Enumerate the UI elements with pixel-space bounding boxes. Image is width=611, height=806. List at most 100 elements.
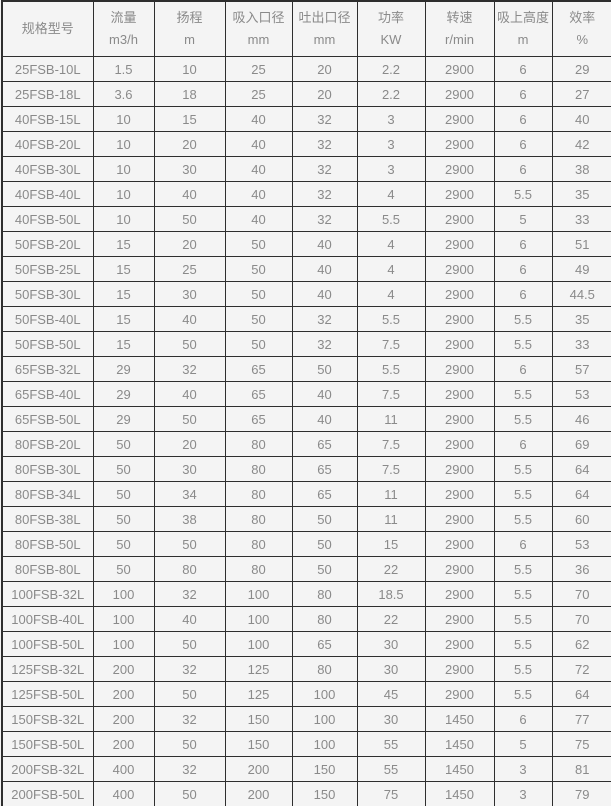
table-cell: 42 — [551, 131, 611, 157]
table-row: 150FSB-32L 200 32 150 100 30 1450 6 77 — [1, 706, 611, 732]
column-header: 吸入口径 mm — [224, 0, 293, 57]
table-cell: 69 — [551, 431, 611, 457]
table-row: 25FSB-18L 3.6 18 25 20 2.2 2900 6 27 — [1, 81, 611, 107]
table-row: 65FSB-32L 29 32 65 50 5.5 2900 6 57 — [1, 356, 611, 382]
column-header: 扬程 m — [153, 0, 226, 57]
model-cell: 40FSB-40L — [1, 181, 94, 207]
column-unit: % — [576, 32, 589, 47]
table-cell: 29 — [92, 356, 155, 382]
table-cell: 35 — [551, 181, 611, 207]
table-cell: 50 — [224, 306, 293, 332]
table-cell: 200 — [224, 756, 293, 782]
column-label: 吸上高度 — [496, 10, 549, 25]
table-cell: 70 — [551, 581, 611, 607]
model-cell: 100FSB-32L — [1, 581, 94, 607]
table-cell: 40 — [224, 156, 293, 182]
table-cell: 40 — [291, 256, 358, 282]
table-cell: 2900 — [424, 481, 495, 507]
table-cell: 5.5 — [493, 406, 553, 432]
table-cell: 62 — [551, 631, 611, 657]
table-cell: 10 — [92, 131, 155, 157]
header-row: 规格型号 流量 m3/h 扬程 m 吸入口径 mm 吐出口径 mm 功率 KW 转速 r/min 吸上高度… — [1, 0, 611, 57]
table-row: 50FSB-25L 15 25 50 40 4 2900 6 49 — [1, 256, 611, 282]
table-cell: 4 — [356, 231, 426, 257]
table-cell: 15 — [92, 281, 155, 307]
table-row: 40FSB-20L 10 20 40 32 3 2900 6 42 — [1, 131, 611, 157]
table-row: 80FSB-80L 50 80 80 50 22 2900 5.5 36 — [1, 556, 611, 582]
table-cell: 5.5 — [493, 556, 553, 582]
table-row: 40FSB-15L 10 15 40 32 3 2900 6 40 — [1, 106, 611, 132]
table-cell: 2900 — [424, 381, 495, 407]
table-cell: 10 — [92, 156, 155, 182]
table-cell: 3 — [493, 756, 553, 782]
table-row: 40FSB-30L 10 30 40 32 3 2900 6 38 — [1, 156, 611, 182]
table-cell: 6 — [493, 106, 553, 132]
column-unit: mm — [313, 32, 336, 47]
table-cell: 15 — [92, 256, 155, 282]
table-cell: 75 — [551, 731, 611, 757]
table-cell: 3 — [493, 781, 553, 806]
table-cell: 6 — [493, 706, 553, 732]
table-cell: 53 — [551, 531, 611, 557]
table-cell: 80 — [224, 556, 293, 582]
table-cell: 40 — [291, 406, 358, 432]
table-cell: 400 — [92, 781, 155, 806]
table-cell: 100 — [224, 631, 293, 657]
table-cell: 55 — [356, 731, 426, 757]
table-cell: 100 — [224, 606, 293, 632]
table-cell: 2900 — [424, 356, 495, 382]
column-label: 吐出口径 — [298, 10, 351, 25]
table-cell: 3 — [356, 106, 426, 132]
table-cell: 55 — [356, 756, 426, 782]
table-cell: 32 — [291, 206, 358, 232]
table-row: 50FSB-40L 15 40 50 32 5.5 2900 5.5 35 — [1, 306, 611, 332]
table-cell: 30 — [356, 631, 426, 657]
table-cell: 36 — [551, 556, 611, 582]
table-cell: 20 — [153, 431, 226, 457]
table-cell: 33 — [551, 331, 611, 357]
table-cell: 125 — [224, 681, 293, 707]
table-cell: 25 — [224, 81, 293, 107]
table-cell: 50 — [153, 731, 226, 757]
table-row: 65FSB-50L 29 50 65 40 11 2900 5.5 46 — [1, 406, 611, 432]
model-cell: 50FSB-50L — [1, 331, 94, 357]
column-unit: m — [517, 32, 529, 47]
model-cell: 200FSB-50L — [1, 781, 94, 806]
table-cell: 100 — [92, 581, 155, 607]
table-cell: 1450 — [424, 731, 495, 757]
table-cell: 2900 — [424, 606, 495, 632]
column-label: 转速 — [446, 10, 473, 25]
table-cell: 5.5 — [493, 181, 553, 207]
column-unit: mm — [247, 32, 270, 47]
table-cell: 40 — [224, 106, 293, 132]
table-cell: 38 — [153, 506, 226, 532]
table-cell: 27 — [551, 81, 611, 107]
table-cell: 50 — [92, 531, 155, 557]
table-cell: 6 — [493, 281, 553, 307]
table-cell: 6 — [493, 131, 553, 157]
table-cell: 4 — [356, 256, 426, 282]
table-cell: 22 — [356, 606, 426, 632]
table-cell: 40 — [153, 606, 226, 632]
table-cell: 20 — [153, 131, 226, 157]
table-cell: 5.5 — [493, 456, 553, 482]
table-cell: 5.5 — [493, 506, 553, 532]
table-cell: 2900 — [424, 106, 495, 132]
table-cell: 5.5 — [493, 681, 553, 707]
table-cell: 1450 — [424, 781, 495, 806]
table-row: 100FSB-40L 100 40 100 80 22 2900 5.5 70 — [1, 606, 611, 632]
table-cell: 7.5 — [356, 381, 426, 407]
table-row: 50FSB-50L 15 50 50 32 7.5 2900 5.5 33 — [1, 331, 611, 357]
table-cell: 30 — [153, 281, 226, 307]
table-cell: 200 — [92, 681, 155, 707]
column-header: 效率% — [551, 0, 611, 57]
table-cell: 6 — [493, 531, 553, 557]
table-cell: 2900 — [424, 506, 495, 532]
table-cell: 46 — [551, 406, 611, 432]
model-cell: 65FSB-40L — [1, 381, 94, 407]
table-cell: 20 — [153, 231, 226, 257]
table-header: 规格型号 流量 m3/h 扬程 m 吸入口径 mm 吐出口径 mm 功率 KW 转速 r/min 吸上高度… — [1, 0, 611, 57]
table-cell: 2900 — [424, 531, 495, 557]
table-cell: 50 — [224, 331, 293, 357]
model-cell: 65FSB-32L — [1, 356, 94, 382]
